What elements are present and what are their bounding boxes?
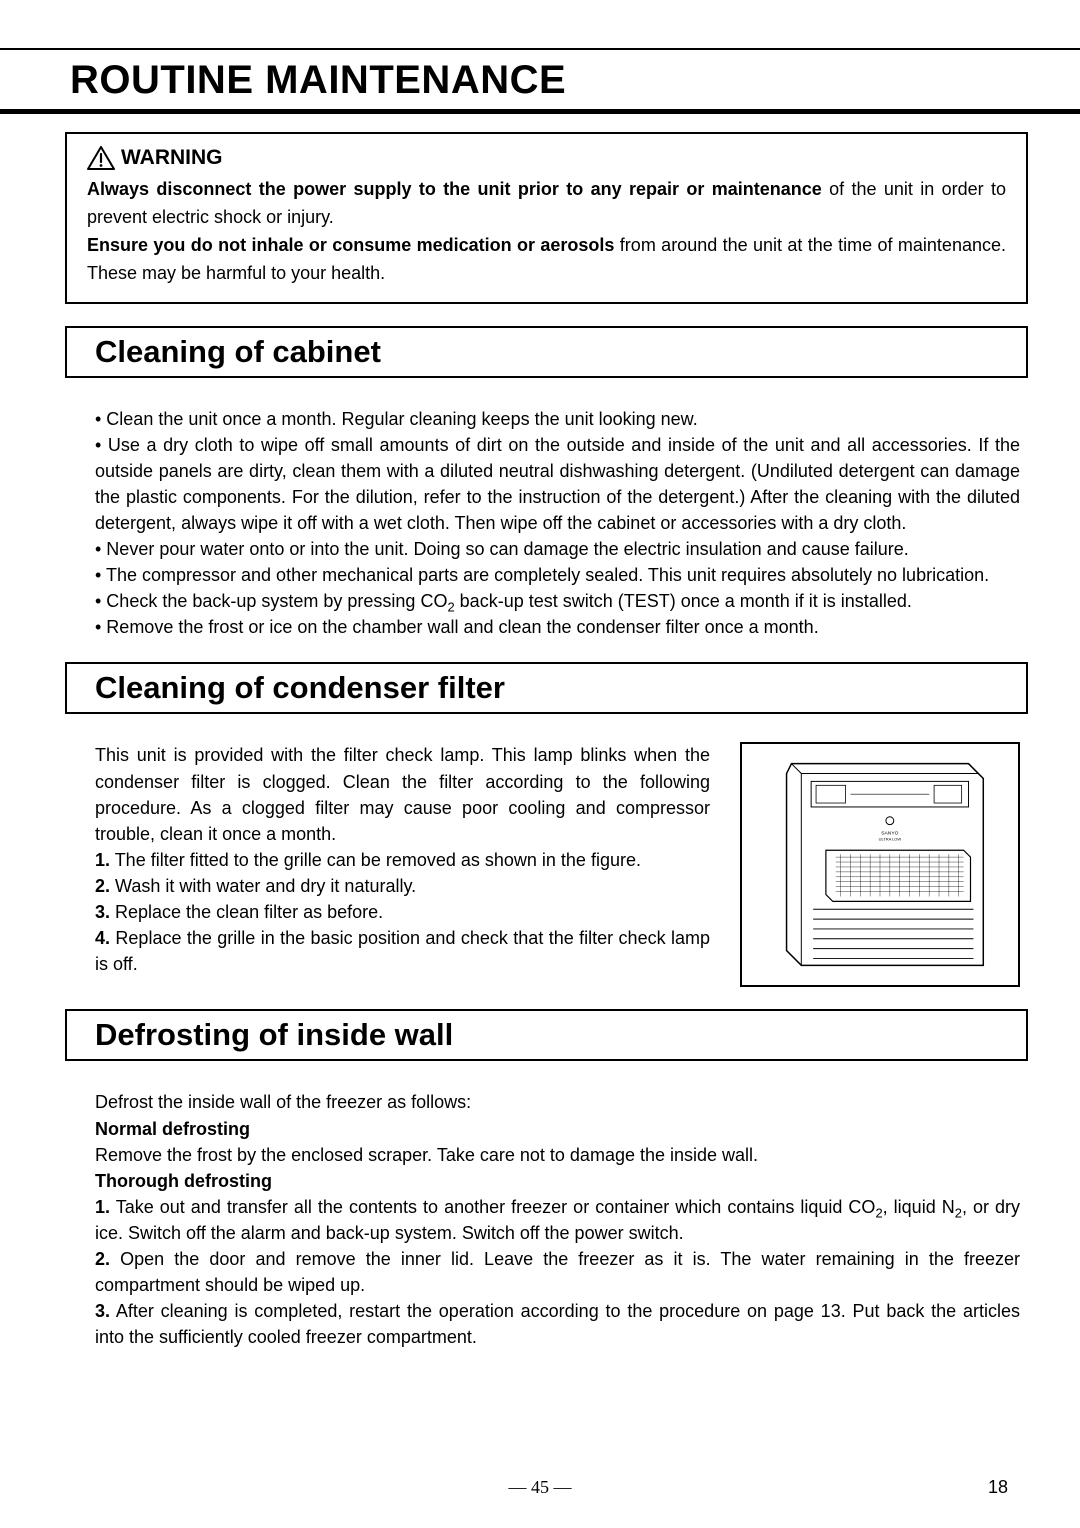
s2-step2: 2. Wash it with water and dry it natural… (95, 873, 710, 899)
num-2: 2. (95, 876, 110, 896)
section-header-cleaning-cabinet: Cleaning of cabinet (65, 326, 1028, 378)
s3-normal-t: Remove the frost by the enclosed scraper… (95, 1142, 1020, 1168)
s2-step4: 4. Replace the grille in the basic posit… (95, 925, 710, 977)
s3-t3t: After cleaning is completed, restart the… (95, 1301, 1020, 1347)
s1-b2: • Use a dry cloth to wipe off small amou… (95, 432, 1020, 536)
num-3: 3. (95, 902, 110, 922)
s3-t1a: Take out and transfer all the contents t… (110, 1197, 875, 1217)
warning-box: WARNING Always disconnect the power supp… (65, 132, 1028, 304)
co2-subscript: 2 (447, 600, 454, 615)
s2-s1: The filter fitted to the grille can be r… (110, 850, 641, 870)
s2-s2: Wash it with water and dry it naturally. (110, 876, 416, 896)
footer-center: ― 45 ― (0, 1477, 1080, 1498)
section3-body: Defrost the inside wall of the freezer a… (95, 1061, 1020, 1350)
s3-t3: 3. After cleaning is completed, restart … (95, 1298, 1020, 1350)
num-1: 1. (95, 850, 110, 870)
content-area: WARNING Always disconnect the power supp… (30, 132, 1020, 1350)
section2-body: This unit is provided with the filter ch… (95, 714, 1020, 987)
filter-figure: SANYO ULTRA LOW (740, 742, 1020, 987)
footer-right: 18 (988, 1477, 1008, 1498)
s2-s3: Replace the clean filter as before. (110, 902, 383, 922)
freezer-illustration: SANYO ULTRA LOW (742, 744, 1018, 985)
co2-sub-b: 2 (875, 1205, 882, 1220)
page-title: ROUTINE MAINTENANCE (70, 58, 1080, 103)
num-3b: 3. (95, 1301, 110, 1321)
warning-heading: WARNING (87, 146, 1006, 170)
title-bar: ROUTINE MAINTENANCE (0, 50, 1080, 114)
warning-icon (87, 146, 115, 170)
s1-b5a: • Check the back-up system by pressing C… (95, 591, 447, 611)
s1-b3: • Never pour water onto or into the unit… (95, 536, 1020, 562)
s3-thorough-h: Thorough defrosting (95, 1168, 1020, 1194)
num-4: 4. (95, 928, 110, 948)
s2-s4: Replace the grille in the basic position… (95, 928, 710, 974)
section2-text: This unit is provided with the filter ch… (95, 742, 710, 977)
section-header-condenser-filter: Cleaning of condenser filter (65, 662, 1028, 714)
s2-step3: 3. Replace the clean filter as before. (95, 899, 710, 925)
section2-row: This unit is provided with the filter ch… (95, 742, 1020, 987)
s3-t2: 2. Open the door and remove the inner li… (95, 1246, 1020, 1298)
svg-text:ULTRA LOW: ULTRA LOW (879, 837, 902, 842)
section1-body: • Clean the unit once a month. Regular c… (95, 378, 1020, 641)
s3-normal-h: Normal defrosting (95, 1116, 1020, 1142)
warning-para-1: Always disconnect the power supply to th… (87, 176, 1006, 232)
section-title-2: Cleaning of condenser filter (95, 670, 1006, 706)
warning-label: WARNING (121, 146, 223, 170)
s1-b4: • The compressor and other mechanical pa… (95, 562, 1020, 588)
n2-sub: 2 (955, 1205, 962, 1220)
s2-intro: This unit is provided with the filter ch… (95, 742, 710, 846)
warning-p1-bold: Always disconnect the power supply to th… (87, 179, 822, 199)
warning-para-2: Ensure you do not inhale or consume medi… (87, 232, 1006, 288)
section-header-defrosting: Defrosting of inside wall (65, 1009, 1028, 1061)
s3-t1b: , liquid N (883, 1197, 955, 1217)
s3-t2t: Open the door and remove the inner lid. … (95, 1249, 1020, 1295)
num-1b: 1. (95, 1197, 110, 1217)
warning-p2-bold: Ensure you do not inhale or consume medi… (87, 235, 614, 255)
s3-lead: Defrost the inside wall of the freezer a… (95, 1089, 1020, 1115)
num-2b: 2. (95, 1249, 110, 1269)
s1-b5: • Check the back-up system by pressing C… (95, 588, 1020, 614)
s1-b6: • Remove the frost or ice on the chamber… (95, 614, 1020, 640)
section-title-1: Cleaning of cabinet (95, 334, 1006, 370)
s2-step1: 1. The filter fitted to the grille can b… (95, 847, 710, 873)
page: ROUTINE MAINTENANCE WARNING Always disco… (0, 0, 1080, 1528)
s1-b5b: back-up test switch (TEST) once a month … (455, 591, 912, 611)
s3-t1: 1. Take out and transfer all the content… (95, 1194, 1020, 1246)
section-title-3: Defrosting of inside wall (95, 1017, 1006, 1053)
s1-b1: • Clean the unit once a month. Regular c… (95, 406, 1020, 432)
